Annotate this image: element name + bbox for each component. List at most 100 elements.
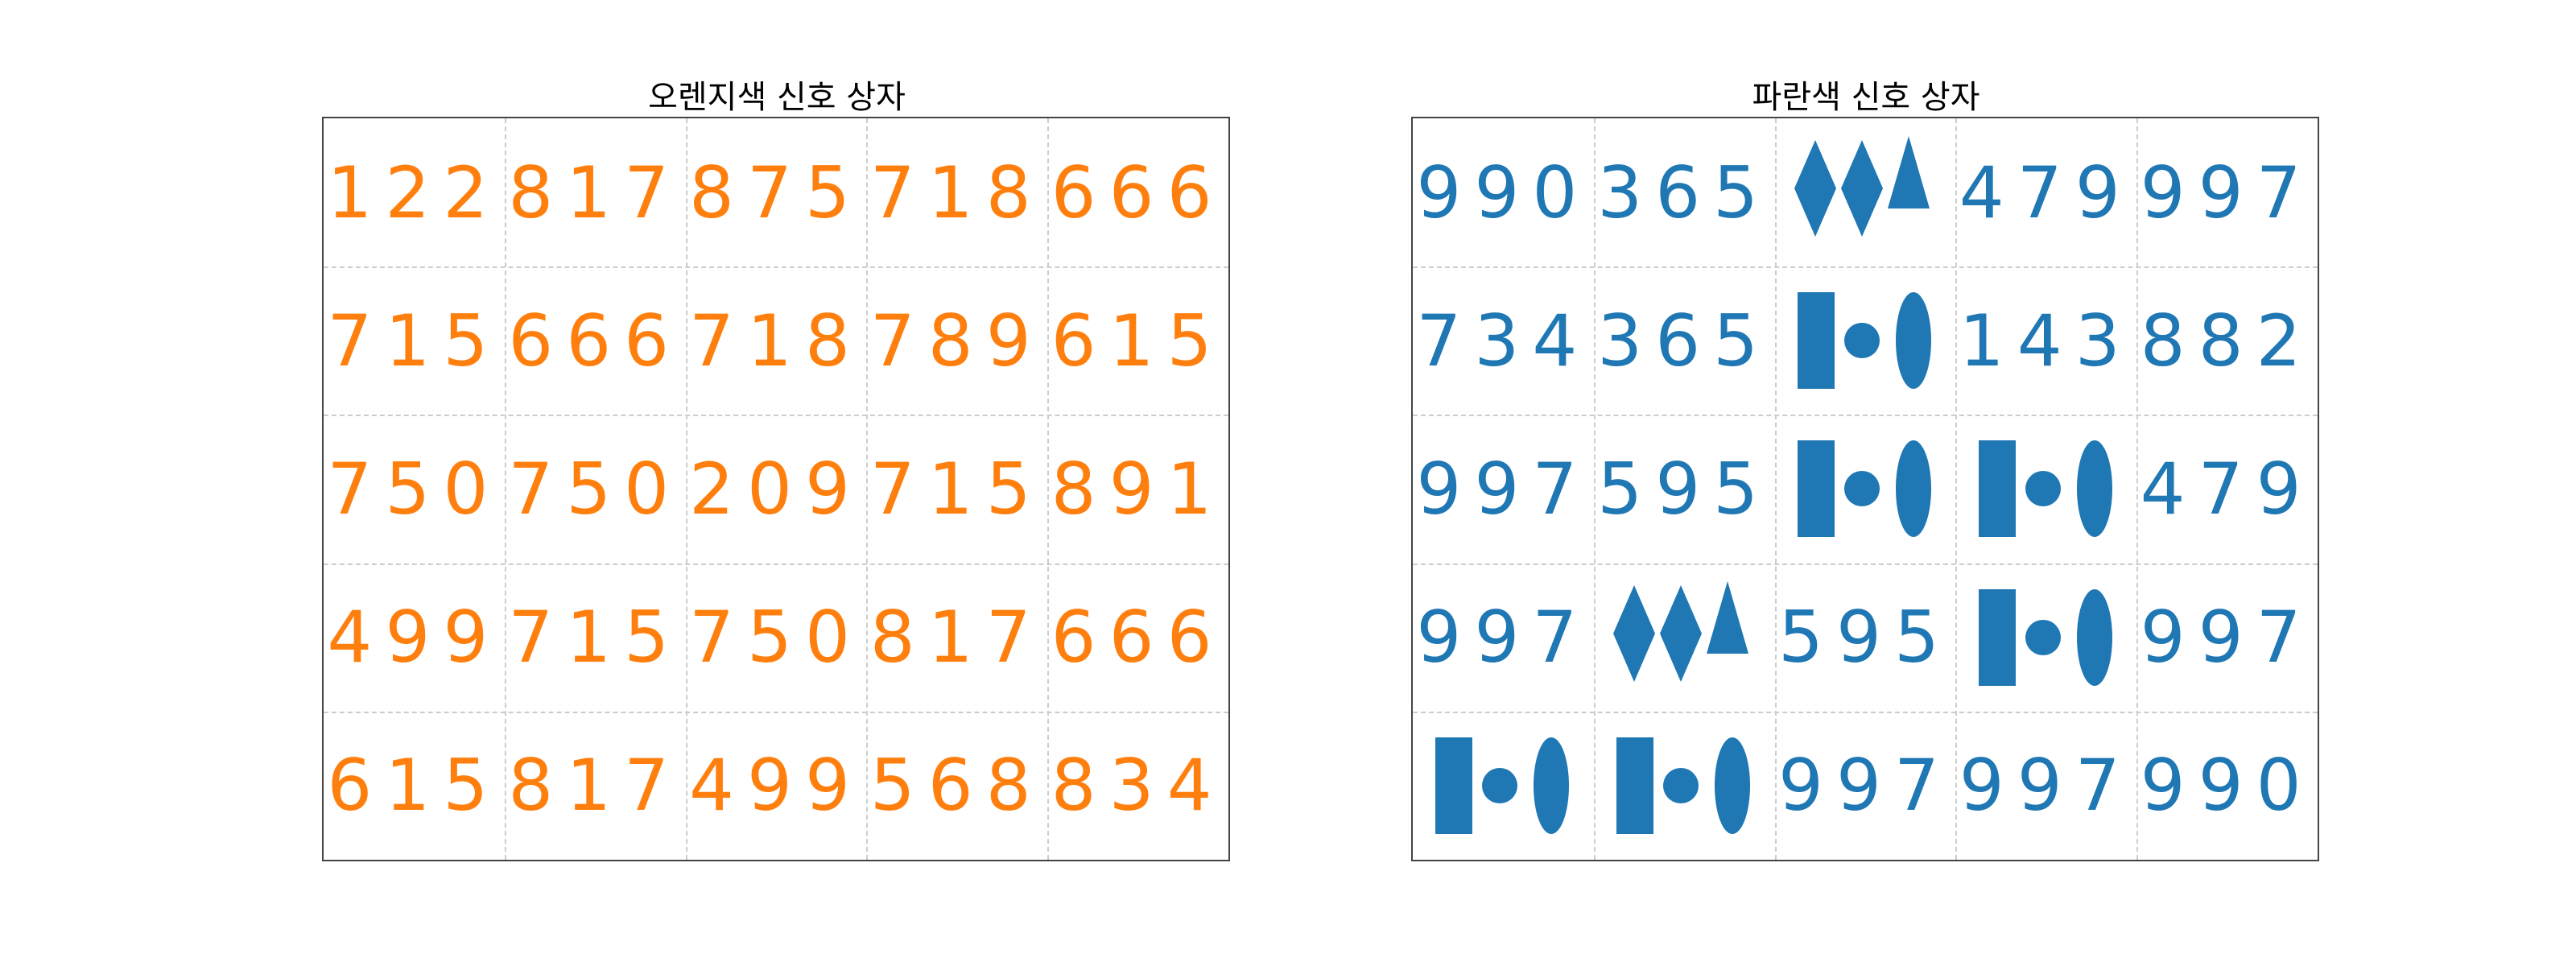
signal-code: 817 [508,151,683,234]
rect-circle-ellipse-icon [1978,440,2112,538]
rectangle-shape [1797,292,1835,390]
circle-shape [1843,323,1880,359]
signal-code: 997 [1959,744,2133,828]
signal-code: 875 [689,151,863,234]
grid-divider [1593,118,1596,860]
grid-divider [1413,711,2318,713]
rectangle-shape [1435,737,1473,834]
signal-code: 789 [869,299,1044,382]
signal-code: 666 [1051,151,1225,234]
diamond-shape [1840,140,1883,237]
rectangle-shape [1978,588,2016,686]
grid-divider [1413,563,2318,565]
signal-code: 595 [1597,447,1772,530]
signal-icon-cell [1775,118,1956,266]
grid-divider [866,118,869,860]
circle-shape [1482,767,1518,803]
signal-code: 718 [689,299,863,382]
ellipse-shape [1715,737,1751,834]
diamond-shape [1660,584,1703,682]
signal-code: 997 [2140,151,2314,234]
signal-code: 122 [327,151,502,234]
signal-code: 715 [869,447,1044,530]
signal-icon-cell [1594,564,1775,712]
grid-divider [1955,118,1958,860]
signal-code: 365 [1597,299,1772,382]
signal-code: 499 [327,596,502,679]
signal-code: 997 [1416,447,1591,530]
triangle-shape [1887,136,1930,209]
orange-panel-title: 오렌지색 신호 상자 [648,79,906,116]
signal-code: 990 [1416,151,1591,234]
ellipse-shape [1534,737,1570,834]
diamond-shape [1794,140,1836,237]
signal-code: 479 [2140,447,2314,530]
circle-shape [1663,767,1699,803]
signal-code: 715 [508,596,683,679]
diamond-diamond-triangle-icon [1613,580,1749,682]
blue-panel-title: 파란색 신호 상자 [1752,79,1980,116]
signal-icon-cell [1955,415,2136,563]
signal-code: 997 [1778,744,1952,828]
signal-icon-cell [1594,712,1775,860]
signal-code: 891 [1051,447,1225,530]
rectangle-shape [1978,440,2016,538]
signal-code: 750 [689,596,863,679]
triangle-shape [1707,580,1749,654]
grid-divider [324,415,1228,417]
ellipse-shape [2076,588,2112,686]
signal-code: 817 [508,744,683,828]
grid-divider [2136,118,2139,860]
signal-code: 997 [2140,596,2314,679]
rectangle-shape [1797,440,1835,538]
ellipse-shape [2076,440,2112,538]
rect-circle-ellipse-icon [1978,588,2112,686]
orange-signal-panel: 오렌지색 신호 상자 122 817 875 718 666 715 666 718 789 61… [322,0,1232,966]
signal-code: 209 [689,447,863,530]
signal-code: 143 [1959,299,2133,382]
rect-circle-ellipse-icon [1797,292,1931,390]
rect-circle-ellipse-icon [1435,737,1570,834]
grid-divider [1413,415,2318,417]
circle-shape [1843,471,1880,507]
rect-circle-ellipse-icon [1616,737,1751,834]
signal-code: 750 [327,447,502,530]
signal-icon-cell [1955,564,2136,712]
signal-code: 817 [869,596,1044,679]
signal-code: 734 [1416,299,1591,382]
signal-code: 990 [2140,744,2314,828]
grid-divider [324,563,1228,565]
signal-code: 365 [1597,151,1772,234]
signal-code: 666 [508,299,683,382]
blue-signal-grid: 990 365 479 997 734 365 143 882 997 595 479 997 595 9… [1411,117,2319,861]
ellipse-shape [1895,440,1931,538]
signal-code: 718 [869,151,1044,234]
orange-signal-grid: 122 817 875 718 666 715 666 718 789 615 750 750 209 7… [322,117,1230,861]
grid-divider [685,118,687,860]
grid-divider [1413,266,2318,269]
signal-code: 615 [327,744,502,828]
grid-divider [324,266,1228,269]
circle-shape [2025,471,2061,507]
signal-code: 615 [1051,299,1225,382]
signal-icon-cell [1413,712,1594,860]
grid-divider [1774,118,1777,860]
signal-code: 997 [1416,596,1591,679]
grid-divider [504,118,506,860]
signal-code: 499 [689,744,863,828]
blue-signal-panel: 파란색 신호 상자 990 365 479 997 734 365 143 882 997 595… [1411,0,2321,966]
diamond-shape [1613,584,1656,682]
ellipse-shape [1895,292,1931,390]
signal-code: 479 [1959,151,2133,234]
signal-code: 595 [1778,596,1952,679]
signal-code: 666 [1051,596,1225,679]
signal-code: 715 [327,299,502,382]
rect-circle-ellipse-icon [1797,440,1931,538]
grid-divider [324,711,1228,713]
diamond-diamond-triangle-icon [1794,136,1930,237]
signal-icon-cell [1775,266,1956,415]
grid-divider [1047,118,1050,860]
rectangle-shape [1616,737,1654,834]
circle-shape [2025,619,2061,655]
signal-code: 750 [508,447,683,530]
